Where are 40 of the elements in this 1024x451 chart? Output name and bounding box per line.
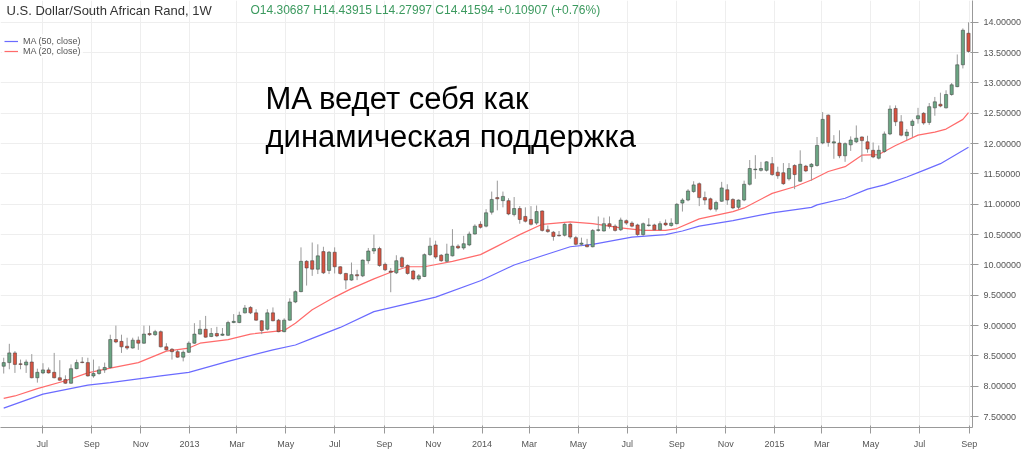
y-tick-label: 7.50000: [983, 411, 1017, 422]
y-tick-label: 12.50000: [983, 108, 1022, 119]
x-tick-label: Jul: [36, 438, 48, 449]
y-tick-label: 11.00000: [983, 199, 1021, 210]
y-tick-label: 8.50000: [983, 350, 1017, 361]
y-tick-label: 10.50000: [983, 229, 1022, 240]
x-tick-label: Nov: [717, 438, 735, 449]
annotation: MA ведет себя как динамическая поддержка: [265, 80, 637, 154]
x-tick-label: Sep: [961, 438, 978, 449]
y-tick-label: 8.00000: [983, 381, 1017, 392]
x-tick-label: May: [277, 438, 295, 449]
x-tick-label: Mar: [814, 438, 830, 449]
x-tick-label: Mar: [229, 438, 245, 449]
x-tick-label: Sep: [376, 438, 393, 449]
y-tick-label: 11.50000: [983, 168, 1021, 179]
chart-subtitle: O14.30687 H14.43915 L14.27997 C14.41594 +0.10907 (+0.76%): [250, 2, 601, 17]
candlestick: [489, 191, 494, 216]
x-tick-label: Nov: [425, 438, 442, 449]
y-tick-label: 12.00000: [983, 138, 1022, 149]
y-tick-label: 14.00000: [983, 17, 1022, 28]
y-tick-label: 13.00000: [983, 77, 1022, 88]
y-tick-label: 9.00000: [983, 320, 1017, 331]
x-tick-label: Mar: [521, 438, 538, 449]
x-tick-label: 2013: [179, 438, 200, 449]
y-tick-label: 9.50000: [983, 290, 1017, 301]
y-tick-label: 13.50000: [983, 47, 1022, 58]
x-tick-label: Jul: [621, 438, 633, 449]
chart-title: U.S. Dollar/South African Rand, 1W: [6, 2, 213, 18]
x-tick-label: Jul: [328, 438, 341, 449]
x-tick-label: Jul: [913, 438, 926, 449]
x-tick-label: May: [862, 438, 880, 449]
x-tick-label: 2015: [764, 438, 785, 449]
x-tick-label: May: [569, 438, 588, 449]
legend-label: MA (20, close): [23, 46, 81, 56]
y-tick-label: 10.00000: [983, 259, 1022, 270]
x-tick-label: Sep: [668, 438, 685, 449]
x-tick-label: Nov: [132, 438, 150, 449]
x-tick-label: Sep: [83, 438, 100, 449]
x-tick-label: 2014: [472, 438, 493, 449]
legend-label: MA (50, close): [23, 36, 81, 46]
